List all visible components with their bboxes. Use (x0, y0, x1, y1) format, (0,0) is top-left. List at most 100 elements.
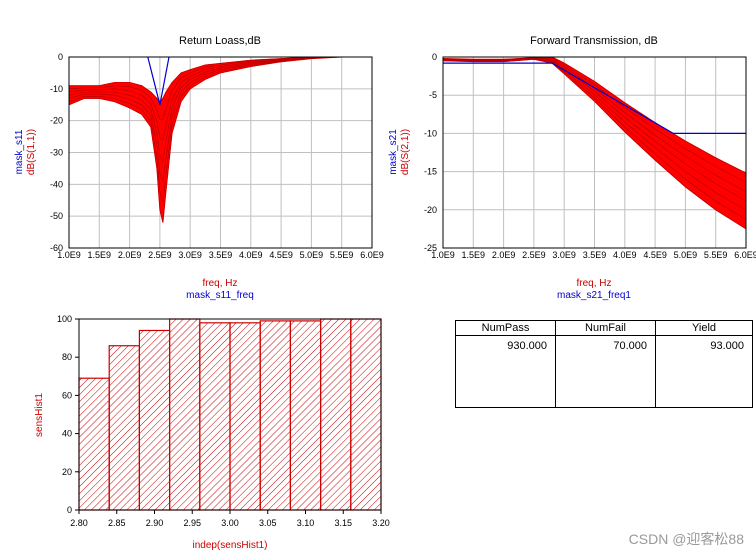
s21-ytick-label: -15 (424, 167, 437, 177)
hist-ytick-label: 60 (62, 390, 72, 400)
hist-ytick-label: 0 (67, 505, 72, 515)
s11-xtick-label: 2.0E9 (118, 250, 142, 260)
s21-xtick-label: 1.0E9 (431, 250, 455, 260)
s11-xlabel: freq, Hz (202, 278, 237, 289)
s11-frame (68, 56, 373, 249)
s11-trace-line (69, 56, 372, 103)
s21-xtick-label: 2.5E9 (522, 250, 546, 260)
s21-ytick-label: -5 (429, 90, 437, 100)
hist-bar (108, 345, 140, 511)
hist-xtick-label: 2.85 (108, 518, 126, 528)
hist-ytick-label: 100 (57, 314, 72, 324)
hist-bar (199, 322, 231, 511)
s11-trace-line (68, 56, 372, 202)
hist-ylabel: sensHist1 (34, 393, 45, 437)
hist-bar (320, 318, 352, 511)
hist-bar (169, 318, 201, 511)
hist-bar (289, 320, 322, 511)
numpass-value: 930.000 (507, 340, 547, 352)
s21-xtick-label: 3.0E9 (552, 250, 576, 260)
s11-ytick-label: -30 (50, 148, 63, 158)
s21-ytick-label: 0 (432, 52, 437, 62)
s11-xtick-label: 5.5E9 (330, 250, 354, 260)
s21-ylabel: dB(S(2,1)) (400, 129, 411, 175)
numpass-column: NumPass 930.000 (456, 321, 556, 407)
s11-xtick-label: 4.0E9 (239, 250, 263, 260)
s11-ytick-label: -10 (50, 84, 63, 94)
s11-xtick-label: 6.0E9 (360, 250, 384, 260)
hist-xtick-label: 3.15 (334, 518, 352, 528)
hist-xtick-label: 3.10 (297, 518, 315, 528)
s11-mask-line (147, 56, 170, 105)
hist-xtick-label: 3.05 (259, 518, 277, 528)
s21-xlabel: freq, Hz (576, 278, 611, 289)
s21-xtick-label: 6.0E9 (734, 250, 756, 260)
numfail-value: 70.000 (613, 340, 647, 352)
s11-ytick-label: -40 (50, 179, 63, 189)
hist-xlabel: indep(sensHist1) (192, 540, 267, 551)
s11-trace-line (68, 56, 372, 183)
hist-bar (229, 322, 261, 511)
s21-ylabel-mask: mask_s21 (388, 129, 399, 175)
s21-xtick-label: 3.5E9 (583, 250, 607, 260)
s11-ytick-label: -20 (50, 116, 63, 126)
s21-mask-line (443, 62, 746, 134)
yield-table: NumPass 930.000 NumFail 70.000 Yield 93.… (455, 320, 753, 408)
s11-xlabel-mask: mask_s11_freq (186, 290, 254, 301)
hist-xtick-label: 2.90 (146, 518, 164, 528)
s21-ytick-label: -10 (424, 128, 437, 138)
s11-title: Return Loass,dB (179, 35, 261, 47)
numfail-header: NumFail (556, 321, 655, 336)
numfail-column: NumFail 70.000 (556, 321, 656, 407)
s11-ytick-label: -60 (50, 243, 63, 253)
s11-trace-line (68, 56, 372, 223)
s21-trace-line (442, 58, 747, 220)
hist-ytick-label: 20 (62, 467, 72, 477)
watermark: CSDN @迎客松88 (628, 531, 744, 547)
hist-bar (259, 320, 292, 511)
numpass-header: NumPass (456, 321, 555, 336)
s21-xtick-label: 4.0E9 (613, 250, 637, 260)
s21-trace-line (442, 57, 747, 183)
s11-xtick-label: 1.5E9 (88, 250, 112, 260)
s11-xtick-label: 1.0E9 (57, 250, 81, 260)
hist-bar (350, 318, 382, 511)
yield-column: Yield 93.000 (656, 321, 752, 407)
s21-xtick-label: 5.5E9 (704, 250, 728, 260)
hist-xtick-label: 2.95 (183, 518, 201, 528)
s21-xtick-label: 2.0E9 (492, 250, 516, 260)
s11-xtick-label: 3.0E9 (178, 250, 202, 260)
s21-xtick-label: 4.5E9 (643, 250, 667, 260)
s11-xtick-label: 5.0E9 (300, 250, 324, 260)
s21-trace-line (442, 58, 747, 211)
s11-xtick-label: 4.5E9 (269, 250, 293, 260)
s11-xtick-label: 3.5E9 (209, 250, 233, 260)
s11-ytick-label: -50 (50, 211, 63, 221)
hist-bar (138, 329, 171, 511)
s21-frame (442, 56, 747, 249)
s21-trace-line (442, 56, 747, 174)
s11-ylabel-mask: mask_s11 (14, 129, 25, 174)
s21-ytick-label: -20 (424, 205, 437, 215)
s21-trace-line (442, 57, 747, 192)
hist-xtick-label: 2.80 (70, 518, 88, 528)
s21-trace-line (442, 58, 747, 202)
hist-ytick-label: 80 (62, 352, 72, 362)
s11-trace-line (68, 56, 372, 162)
s21-title: Forward Transmission, dB (530, 35, 658, 47)
yield-value: 93.000 (710, 340, 744, 352)
s11-ylabel: dB(S(1,1)) (26, 129, 37, 175)
s11-plot: 1.0E9 1.5E9 2.0E9 2.5E9 3.0E9 3.5E9 4.0E9 4.5E9… (50, 52, 384, 260)
s11-trace-line (68, 56, 372, 141)
s21-plot: 1.0E9 1.5E9 2.0E9 2.5E9 3.0E9 3.5E9 4.0E9 4.5E9… (424, 52, 756, 260)
s21-xlabel-mask: mask_s21_freq1 (557, 290, 631, 301)
hist-ytick-label: 40 (62, 429, 72, 439)
s21-xtick-label: 1.5E9 (462, 250, 486, 260)
s21-trace-line (442, 58, 747, 230)
s21-xtick-label: 5.0E9 (674, 250, 698, 260)
hist-bar (78, 377, 110, 511)
s11-xtick-label: 2.5E9 (148, 250, 172, 260)
hist-xtick-label: 3.00 (221, 518, 239, 528)
histogram-plot: 2.80 2.85 2.90 2.95 3.00 3.05 3.10 3.15 3.20 0 20 4… (57, 314, 390, 528)
